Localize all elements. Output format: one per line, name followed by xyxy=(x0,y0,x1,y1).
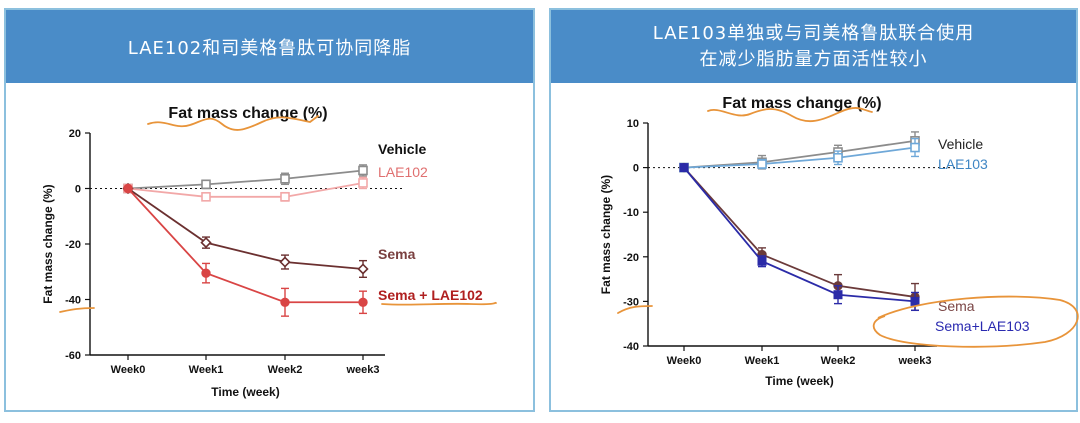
right-x-tick-label: week3 xyxy=(897,355,931,367)
left-banner: LAE102和司美格鲁肽可协同降脂 xyxy=(6,10,533,83)
left-y-tick-label: 20 xyxy=(69,128,81,140)
right-y-tick-label: -20 xyxy=(623,252,639,264)
left-x-tick-label: Week2 xyxy=(268,364,303,376)
right-x-tick-label: Week0 xyxy=(667,355,702,367)
right-series-line-2 xyxy=(683,166,916,298)
right-title-underline-annotation xyxy=(707,107,873,123)
right-data-point xyxy=(757,256,767,266)
right-chart-title: Fat mass change (%) xyxy=(722,95,881,112)
left-series-label-2: Sema xyxy=(378,246,416,262)
left-data-point xyxy=(279,256,291,268)
right-data-point xyxy=(833,290,843,300)
right-y-tick-label: 10 xyxy=(627,118,639,130)
right-series-label-2: Sema xyxy=(938,298,975,314)
right-x-tick-label: Week2 xyxy=(821,355,856,367)
left-data-point xyxy=(280,173,290,184)
left-x-tick-label: Week0 xyxy=(111,364,146,376)
left-data-point xyxy=(357,263,369,275)
right-x-axis-label: Time (week) xyxy=(765,374,833,388)
right-banner-title-line2: 在减少脂肪量方面活性较小 xyxy=(699,48,928,70)
left-y-tick-label: -40 xyxy=(65,295,81,307)
right-data-point xyxy=(679,163,689,173)
right-series-line-1 xyxy=(683,146,916,169)
left-banner-title: LAE102和司美格鲁肽可协同降脂 xyxy=(127,37,412,59)
left-series-line-0 xyxy=(127,169,364,190)
left-series-line-2 xyxy=(127,187,364,270)
left-series-line-1 xyxy=(127,182,364,198)
left-x-tick-label: week3 xyxy=(345,364,379,376)
right-data-point xyxy=(833,152,843,163)
right-y-tick-label: 0 xyxy=(633,163,639,175)
left-x-axis-label: Time (week) xyxy=(211,385,279,399)
right-chart-panel: LAE103单独或与司美格鲁肽联合使用 在减少脂肪量方面活性较小 xyxy=(549,8,1078,412)
left-data-point xyxy=(358,178,368,188)
left-y-tick-label: -60 xyxy=(65,350,81,362)
left-series-label-3: Sema + LAE102 xyxy=(378,287,483,303)
left-chart-panel: LAE102和司美格鲁肽可协同降脂 xyxy=(4,8,535,412)
right-y-tick-label: -30 xyxy=(623,296,639,308)
left-data-point xyxy=(280,192,290,202)
right-series-label-0: Vehicle xyxy=(938,136,983,152)
left-data-point xyxy=(201,268,211,278)
right-banner: LAE103单独或与司美格鲁肽联合使用 在减少脂肪量方面活性较小 xyxy=(551,10,1076,83)
right-data-point xyxy=(910,296,920,306)
right-data-point xyxy=(910,142,920,153)
left-data-point xyxy=(200,236,212,249)
left-series-line-3 xyxy=(127,187,363,304)
right-series-line-3 xyxy=(683,167,916,303)
right-series-label-3: Sema+LAE103 xyxy=(935,318,1030,334)
left-series-label-0: Vehicle xyxy=(378,141,426,157)
right-series-line-0 xyxy=(683,139,916,169)
right-x-tick-label: Week1 xyxy=(745,355,780,367)
left-title-underline-annotation xyxy=(147,115,319,131)
left-series-label-1: LAE102 xyxy=(378,164,428,180)
left-data-point xyxy=(201,192,211,202)
left-x-tick-label: Week1 xyxy=(189,364,224,376)
right-data-point xyxy=(757,159,767,169)
right-y-tick-label: -40 xyxy=(623,341,639,353)
left-data-point xyxy=(123,183,133,194)
left-y-axis-label: Fat mass change (%) xyxy=(41,184,55,303)
left-chart-title: Fat mass change (%) xyxy=(168,105,327,122)
right-y-axis-label: Fat mass change (%) xyxy=(599,175,613,294)
left-y-tick-label: 0 xyxy=(75,184,81,196)
left-data-point xyxy=(280,297,290,307)
left-data-point xyxy=(358,297,368,307)
right-axis-mark-annotation xyxy=(617,305,653,314)
left-data-point xyxy=(201,179,211,190)
left-axis-mark-annotation xyxy=(59,307,95,313)
left-data-point xyxy=(358,165,368,176)
right-banner-title-line1: LAE103单独或与司美格鲁肽联合使用 xyxy=(652,22,975,44)
right-series-label-1: LAE103 xyxy=(938,156,988,172)
left-label-underline-annotation xyxy=(381,301,497,306)
left-y-tick-label: -20 xyxy=(65,239,81,251)
right-y-tick-label: -10 xyxy=(623,207,639,219)
right-circle-annotation xyxy=(872,295,1079,348)
